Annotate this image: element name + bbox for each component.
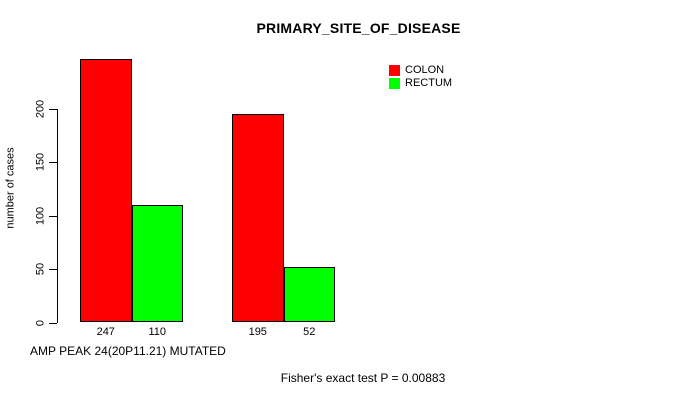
legend-entry-colon: COLON (389, 64, 452, 77)
bar-rectum-group-2 (283, 266, 335, 323)
bar-colon-group-2 (232, 114, 284, 323)
bar-value-label-rectum-group-1: 110 (148, 325, 167, 338)
legend-entry-rectum: RECTUM (389, 77, 452, 90)
y-tick-0 (49, 322, 57, 324)
y-tick-100 (49, 215, 57, 217)
chart-title: PRIMARY_SITE_OF_DISEASE (256, 20, 461, 36)
y-tick-label-100: 100 (34, 206, 47, 225)
fisher-test-annotation: Fisher's exact test P = 0.00883 (280, 371, 446, 385)
bar-colon-group-1 (80, 58, 132, 323)
bar-rectum-group-1 (131, 205, 183, 323)
bar-value-label-colon-group-1: 247 (96, 325, 115, 338)
x-axis-title: AMP PEAK 24(20P11.21) MUTATED (30, 344, 226, 358)
y-tick-label-50: 50 (34, 263, 47, 276)
legend: COLON RECTUM (389, 64, 452, 90)
y-tick-50 (49, 269, 57, 271)
y-axis-title: number of cases (4, 147, 17, 229)
bar-value-label-rectum-group-2: 52 (303, 325, 316, 338)
y-axis-line (57, 109, 58, 323)
legend-label-rectum: RECTUM (405, 77, 453, 89)
bar-value-label-colon-group-2: 195 (248, 325, 267, 338)
legend-swatch-colon (389, 65, 400, 76)
legend-swatch-rectum (389, 78, 400, 89)
y-tick-label-150: 150 (34, 153, 47, 172)
y-tick-200 (49, 109, 57, 110)
y-tick-label-200: 200 (34, 99, 47, 119)
legend-label-colon: COLON (405, 64, 445, 76)
y-tick-150 (49, 162, 57, 164)
y-tick-label-0: 0 (34, 319, 47, 326)
